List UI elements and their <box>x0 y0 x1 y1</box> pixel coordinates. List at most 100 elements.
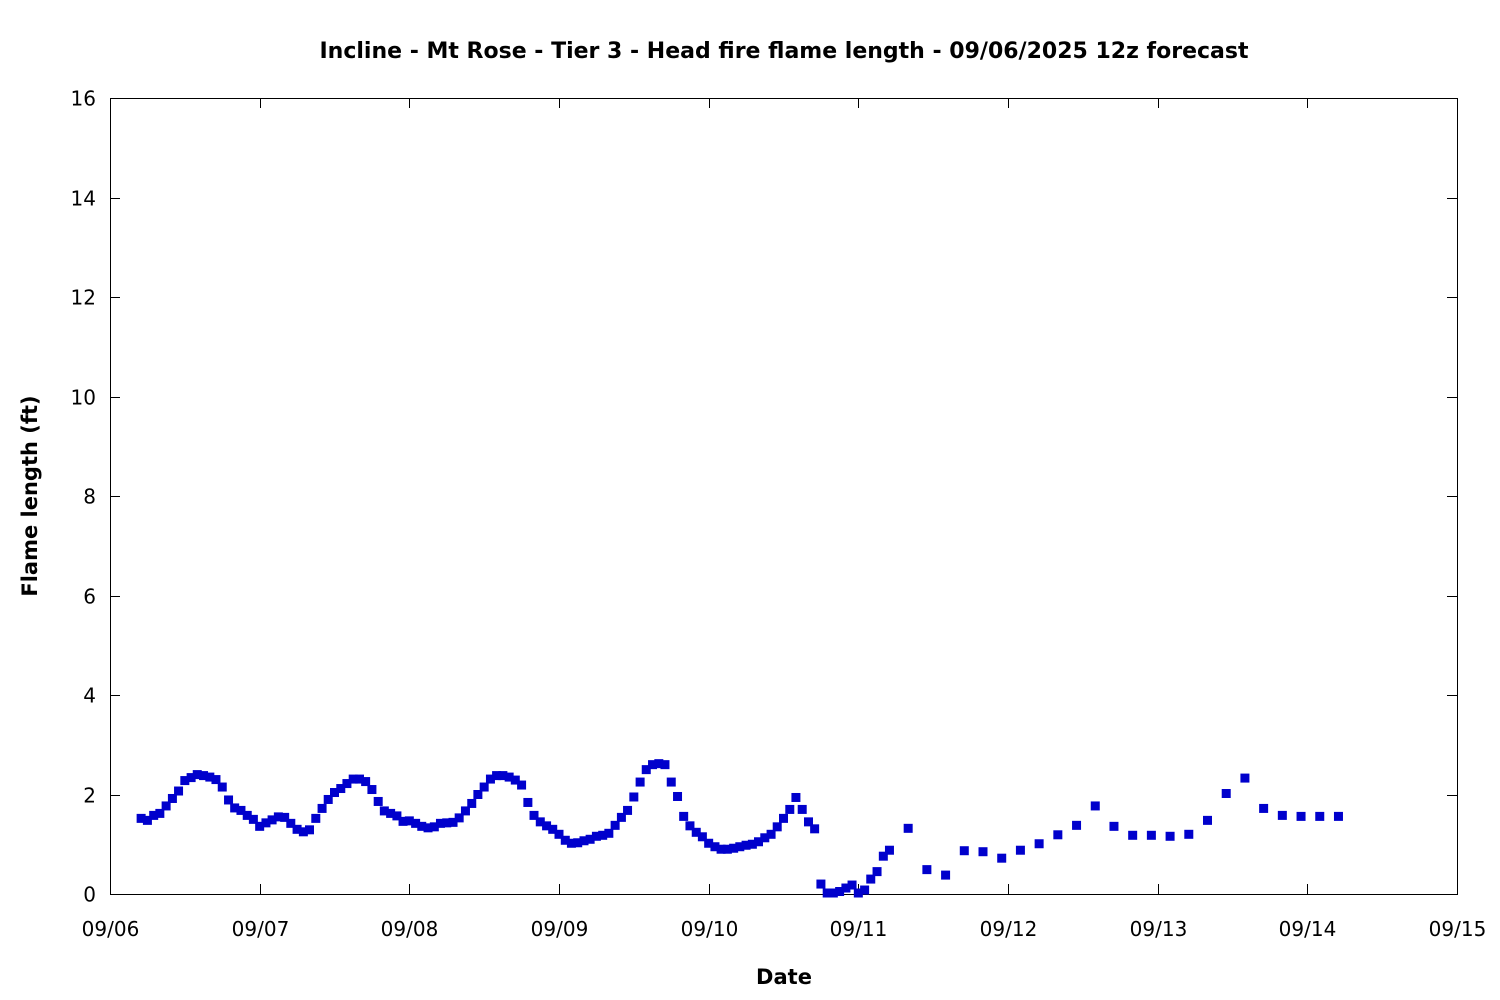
data-point <box>529 810 539 820</box>
data-point <box>722 844 732 854</box>
data-point <box>429 822 439 832</box>
data-point <box>454 813 464 823</box>
data-point <box>666 777 676 787</box>
data-point <box>411 818 421 828</box>
data-point <box>348 774 358 784</box>
data-point <box>779 813 788 823</box>
data-point <box>591 831 601 841</box>
data-point <box>330 788 339 798</box>
data-point <box>161 801 171 811</box>
data-point <box>473 790 483 799</box>
data-point <box>853 888 863 898</box>
data-point <box>224 795 234 805</box>
x-axis-label: Date <box>756 965 812 989</box>
data-point <box>392 811 402 821</box>
data-point <box>354 774 364 784</box>
data-point <box>398 816 408 826</box>
data-point <box>803 817 813 827</box>
data-point <box>317 803 327 813</box>
data-point <box>579 836 589 846</box>
data-point <box>230 803 240 813</box>
data-point <box>866 874 876 884</box>
data-point <box>735 842 745 852</box>
data-point <box>479 782 489 792</box>
data-point <box>604 828 614 838</box>
x-tick-label: 09/13 <box>1130 917 1188 941</box>
data-point <box>155 808 165 818</box>
data-point <box>654 759 664 769</box>
data-point <box>1053 830 1063 840</box>
data-point <box>1165 831 1175 841</box>
data-point <box>323 794 333 804</box>
y-tick-label: 6 <box>83 585 96 609</box>
data-point <box>772 822 782 832</box>
data-point <box>1128 830 1138 840</box>
data-point <box>367 785 377 795</box>
data-point <box>298 827 308 837</box>
x-tick-label: 09/08 <box>381 917 439 941</box>
data-point <box>816 879 826 889</box>
data-point <box>236 805 246 815</box>
data-point <box>423 823 433 833</box>
data-point <box>847 880 857 890</box>
data-point <box>1240 773 1250 783</box>
x-tick-label: 09/10 <box>681 917 739 941</box>
data-point <box>747 839 757 849</box>
data-point <box>573 838 583 848</box>
data-point <box>566 838 576 848</box>
data-point <box>598 830 608 840</box>
data-point <box>417 821 427 831</box>
data-point <box>741 840 751 850</box>
data-point <box>1315 811 1325 821</box>
data-point <box>404 816 414 826</box>
data-point <box>255 821 265 831</box>
data-point <box>361 777 371 787</box>
data-point <box>560 835 570 845</box>
data-point <box>660 760 670 770</box>
y-tick-label: 4 <box>83 684 96 708</box>
data-point <box>616 812 626 822</box>
data-point <box>1296 811 1306 821</box>
data-point <box>174 786 184 796</box>
data-point <box>136 813 146 823</box>
x-tick-label: 09/11 <box>830 917 888 941</box>
data-point <box>691 827 701 837</box>
data-point <box>267 815 277 825</box>
data-point <box>629 792 639 802</box>
data-point <box>504 772 514 782</box>
y-axis: 0 2 4 6 8 10 12 14 16 <box>71 87 1457 907</box>
y-tick-label: 10 <box>71 386 96 410</box>
data-point <box>766 829 776 839</box>
x-tick-label: 09/09 <box>531 917 589 941</box>
data-point <box>797 804 807 814</box>
data-point <box>878 851 888 861</box>
data-point <box>498 771 508 781</box>
data-point <box>548 824 558 834</box>
data-point <box>286 818 296 828</box>
data-point <box>460 806 470 816</box>
data-point <box>517 780 527 790</box>
y-axis-label: Flame length (ft) <box>18 395 42 596</box>
data-point <box>585 834 595 844</box>
data-point <box>635 777 645 787</box>
data-point <box>1072 820 1082 830</box>
x-tick-label: 09/14 <box>1279 917 1337 941</box>
data-point <box>535 817 545 827</box>
data-point <box>217 782 227 792</box>
data-point <box>685 821 695 831</box>
data-point <box>1203 815 1213 825</box>
data-point <box>386 808 396 818</box>
data-point <box>922 865 932 875</box>
x-axis: 09/06 09/07 09/08 09/09 09/10 09/11 09/12 09/13… <box>82 98 1486 941</box>
data-point <box>149 810 159 820</box>
data-point <box>822 888 832 898</box>
plot-frame <box>110 98 1458 895</box>
data-point <box>1333 811 1343 821</box>
data-point <box>704 838 714 848</box>
y-tick-label: 12 <box>71 286 96 310</box>
data-point <box>791 792 801 802</box>
data-point <box>485 774 495 784</box>
data-point <box>648 760 658 770</box>
x-tick-label: 09/12 <box>980 917 1038 941</box>
data-point <box>292 824 302 834</box>
